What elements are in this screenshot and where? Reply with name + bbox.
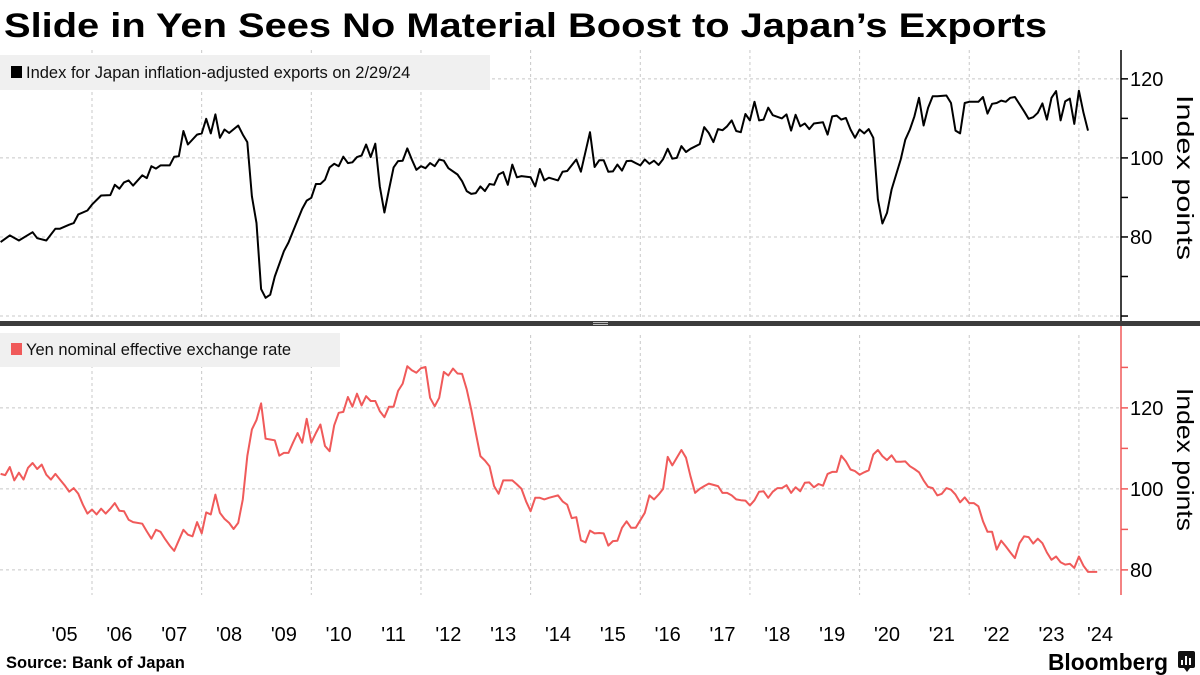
data-points — [0, 366, 1098, 573]
x-tick-label: '13 — [490, 624, 516, 646]
chart-title: Slide in Yen Sees No Material Boost to J… — [4, 7, 1047, 45]
x-tick-label: '06 — [106, 624, 132, 646]
x-tick-label: '14 — [545, 624, 571, 646]
x-tick-label: '09 — [271, 624, 297, 646]
x-tick-label: '20 — [874, 624, 900, 646]
x-tick-label: '21 — [929, 624, 955, 646]
y-tick-label: 100 — [1130, 479, 1163, 501]
x-tick-label: '11 — [381, 624, 406, 646]
legend-background — [0, 333, 340, 367]
source-note: Source: Bank of Japan — [6, 654, 185, 672]
series-line-exports — [0, 89, 1089, 299]
legend-yen: Yen nominal effective exchange rate — [0, 333, 340, 367]
y-tick-label: 80 — [1130, 560, 1152, 582]
data-points — [0, 90, 1089, 298]
legend-swatch-yen — [11, 343, 22, 355]
y-tick-label: 100 — [1130, 148, 1163, 170]
x-axis-labels: '05 '06 '07 '08 '09 '10 '11 '12 '13 '14 '15 '16 '17 '… — [52, 624, 1113, 646]
legend-exports: Index for Japan inflation-adjusted expor… — [0, 55, 490, 90]
y-tick-label: 80 — [1130, 227, 1152, 249]
legend-label-yen: Yen nominal effective exchange rate — [26, 341, 291, 359]
y-axis-title-bottom: Index points — [1172, 388, 1198, 531]
x-tick-label: '07 — [161, 624, 187, 646]
series-layer — [0, 89, 1098, 573]
series-line-yen — [0, 365, 1098, 573]
x-tick-label: '23 — [1038, 624, 1064, 646]
legend-label-exports: Index for Japan inflation-adjusted expor… — [26, 64, 410, 82]
x-tick-label: '08 — [216, 624, 242, 646]
y-tick-label: 120 — [1130, 69, 1163, 91]
panel-divider[interactable] — [0, 321, 1200, 326]
bloomberg-logo: Bloomberg — [1048, 649, 1168, 675]
y-tick-label: 120 — [1130, 398, 1163, 420]
divider-handle-icon[interactable] — [593, 322, 608, 323]
legend-background — [0, 55, 490, 90]
x-tick-label: '10 — [326, 624, 352, 646]
x-tick-label: '18 — [764, 624, 790, 646]
x-tick-label: '16 — [655, 624, 681, 646]
divider-handle-icon — [593, 324, 608, 325]
x-tick-label: '15 — [600, 624, 626, 646]
x-tick-label: '17 — [709, 624, 735, 646]
x-tick-label: '19 — [819, 624, 845, 646]
bloomberg-chart-icon — [1178, 651, 1195, 672]
x-tick-label: '05 — [52, 624, 78, 646]
x-tick-label: '12 — [435, 624, 461, 646]
gridlines — [0, 50, 1121, 595]
legend-swatch-exports — [11, 66, 22, 78]
x-tick-label: '24 — [1087, 624, 1113, 646]
y-axis-title-top: Index points — [1172, 95, 1198, 260]
axes-layer: 80 100 120 80 100 120 — [1120, 50, 1163, 595]
x-tick-label: '22 — [984, 624, 1010, 646]
